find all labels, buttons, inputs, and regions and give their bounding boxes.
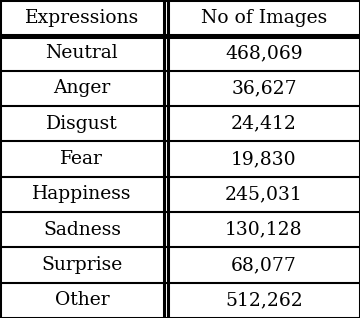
Text: Happiness: Happiness <box>32 185 132 203</box>
Text: Fear: Fear <box>60 150 103 168</box>
Text: Other: Other <box>55 291 109 309</box>
Text: No of Images: No of Images <box>201 9 327 27</box>
Text: 68,077: 68,077 <box>231 256 297 274</box>
Text: 24,412: 24,412 <box>231 115 297 133</box>
Text: Sadness: Sadness <box>43 221 121 239</box>
Text: Surprise: Surprise <box>41 256 122 274</box>
Text: Disgust: Disgust <box>46 115 118 133</box>
Text: Expressions: Expressions <box>25 9 139 27</box>
Text: 245,031: 245,031 <box>225 185 303 203</box>
Text: 468,069: 468,069 <box>225 44 303 62</box>
Text: 19,830: 19,830 <box>231 150 297 168</box>
Text: Neutral: Neutral <box>46 44 118 62</box>
Text: 36,627: 36,627 <box>231 79 297 97</box>
Text: Anger: Anger <box>53 79 111 97</box>
Text: 512,262: 512,262 <box>225 291 303 309</box>
Text: 130,128: 130,128 <box>225 221 303 239</box>
